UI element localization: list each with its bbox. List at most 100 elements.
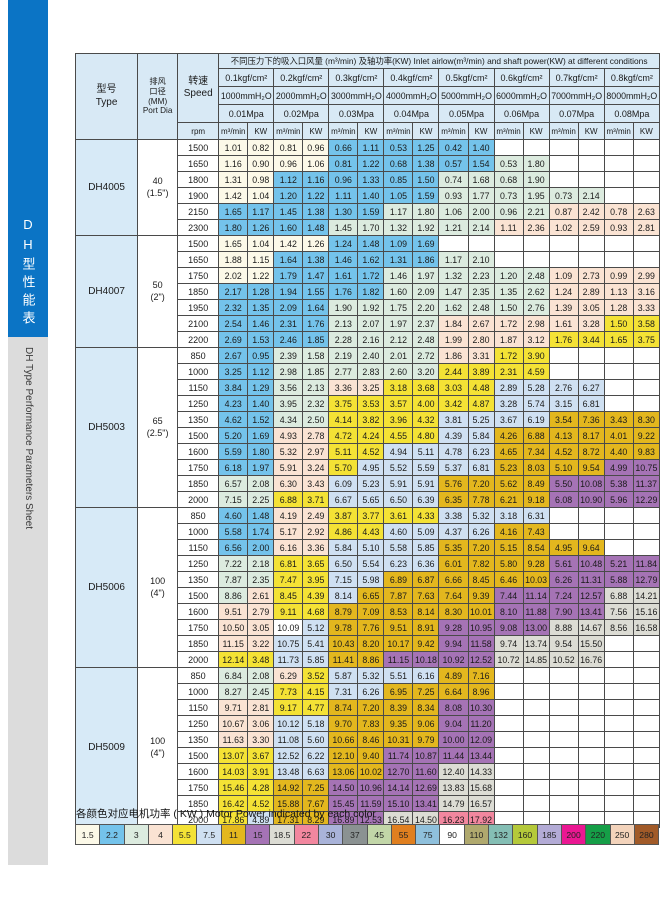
airflow-cell: 9.54 bbox=[548, 635, 579, 652]
airflow-cell bbox=[603, 651, 634, 668]
power-cell: 10.96 bbox=[357, 779, 385, 796]
power-cell: 1.22 bbox=[247, 267, 275, 284]
power-cell: 3.58 bbox=[632, 315, 661, 332]
pressure-kgf-header: 0.3kgf/cm² bbox=[328, 68, 385, 87]
legend-swatch: 11 bbox=[220, 824, 247, 845]
power-cell: 10.01 bbox=[467, 603, 495, 620]
power-cell: 6.26 bbox=[467, 523, 495, 540]
power-cell bbox=[632, 731, 661, 748]
speed-value: 2150 bbox=[177, 203, 220, 220]
airflow-cell: 8.27 bbox=[218, 683, 249, 700]
table-row: 1250 10.67 3.06 10.12 5.18 9.70 7.83 9.35 9.06 9.… bbox=[76, 715, 661, 732]
power-cell: 14.85 bbox=[522, 651, 550, 668]
table-row: 1900 1.42 1.04 1.20 1.22 1.11 1.40 1.05 1.59 0.93… bbox=[76, 187, 661, 204]
airflow-cell: 8.79 bbox=[328, 603, 359, 620]
airflow-cell: 1.09 bbox=[383, 235, 414, 252]
power-cell: 2.72 bbox=[412, 347, 440, 364]
table-row: 1350 11.63 3.30 11.08 5.60 10.66 8.46 10.31 9.79… bbox=[76, 731, 661, 748]
power-cell bbox=[632, 155, 661, 172]
airflow-cell: 6.84 bbox=[218, 667, 249, 684]
pressure-mpa-header: 0.06Mpa bbox=[493, 104, 550, 123]
power-cell: 3.65 bbox=[302, 555, 330, 572]
power-cell: 9.06 bbox=[412, 715, 440, 732]
motor-power-legend: 1.5 2.2 3 4 5.5 7.5 11 15 18.5 22 30 37 45 55 75 90 110 1… bbox=[75, 824, 660, 845]
power-cell: 1.48 bbox=[357, 235, 385, 252]
power-cell: 7.25 bbox=[412, 683, 440, 700]
speed-value: 1500 bbox=[177, 139, 220, 156]
power-unit-header: KW bbox=[577, 122, 605, 140]
speed-value: 2000 bbox=[177, 491, 220, 508]
airflow-cell: 4.62 bbox=[218, 411, 249, 428]
flow-unit-header: m³/min bbox=[438, 122, 469, 140]
airflow-cell: 3.28 bbox=[493, 395, 524, 412]
power-cell: 5.65 bbox=[357, 491, 385, 508]
airflow-cell bbox=[493, 667, 524, 684]
power-cell: 8.54 bbox=[522, 539, 550, 556]
power-cell: 6.26 bbox=[357, 683, 385, 700]
airflow-cell: 9.28 bbox=[438, 619, 469, 636]
airflow-cell: 6.08 bbox=[548, 491, 579, 508]
airflow-cell: 1.65 bbox=[218, 203, 249, 220]
power-cell bbox=[577, 523, 605, 540]
power-cell: 1.53 bbox=[247, 331, 275, 348]
power-cell: 12.69 bbox=[412, 779, 440, 796]
power-cell bbox=[632, 539, 661, 556]
power-cell: 2.48 bbox=[467, 299, 495, 316]
airflow-cell: 5.17 bbox=[273, 523, 304, 540]
power-cell: 1.92 bbox=[412, 219, 440, 236]
airflow-cell: 5.58 bbox=[218, 523, 249, 540]
airflow-cell: 8.45 bbox=[273, 587, 304, 604]
legend-swatch: 4 bbox=[147, 824, 174, 845]
airflow-cell: 5.52 bbox=[383, 459, 414, 476]
power-cell bbox=[522, 715, 550, 732]
airflow-cell: 7.47 bbox=[273, 571, 304, 588]
power-cell: 1.97 bbox=[412, 267, 440, 284]
power-cell: 1.22 bbox=[302, 187, 330, 204]
power-cell: 1.12 bbox=[247, 363, 275, 380]
table-row: DH5006 100 (4") 850 4.60 1.48 4.19 2.49 3.87 3.77… bbox=[74, 507, 661, 668]
power-cell: 1.06 bbox=[302, 155, 330, 172]
speed-value: 1250 bbox=[177, 715, 220, 732]
airflow-cell: 1.47 bbox=[438, 283, 469, 300]
flow-unit-header: m³/min bbox=[383, 122, 414, 140]
airflow-cell: 12.52 bbox=[273, 747, 304, 764]
power-cell: 4.77 bbox=[302, 699, 330, 716]
table-row: 1750 10.50 3.05 10.09 5.12 9.78 7.76 9.51 8.91 9.… bbox=[76, 619, 661, 636]
airflow-cell: 1.50 bbox=[603, 315, 634, 332]
power-cell: 1.59 bbox=[412, 187, 440, 204]
power-cell: 5.85 bbox=[302, 651, 330, 668]
pressure-mpa-header: 0.08Mpa bbox=[603, 104, 661, 123]
airflow-cell: 5.50 bbox=[548, 475, 579, 492]
power-cell: 1.85 bbox=[302, 331, 330, 348]
airflow-cell: 10.66 bbox=[328, 731, 359, 748]
airflow-cell: 11.08 bbox=[273, 731, 304, 748]
airflow-cell: 11.15 bbox=[383, 651, 414, 668]
airflow-cell: 8.53 bbox=[383, 603, 414, 620]
airflow-cell: 6.30 bbox=[273, 475, 304, 492]
airflow-cell: 13.07 bbox=[218, 747, 249, 764]
airflow-cell: 1.80 bbox=[218, 219, 249, 236]
power-cell: 9.54 bbox=[577, 459, 605, 476]
airflow-cell: 2.31 bbox=[273, 315, 304, 332]
airflow-cell bbox=[493, 731, 524, 748]
power-cell: 10.75 bbox=[632, 459, 661, 476]
power-cell bbox=[577, 155, 605, 172]
airflow-cell: 3.42 bbox=[438, 395, 469, 412]
power-cell bbox=[522, 731, 550, 748]
airflow-cell: 1.21 bbox=[438, 219, 469, 236]
pressure-mmh2o-header: 7000mmH₂O bbox=[548, 86, 605, 105]
airflow-cell bbox=[548, 171, 579, 188]
power-cell: 7.76 bbox=[357, 619, 385, 636]
power-cell: 5.85 bbox=[412, 539, 440, 556]
airflow-cell bbox=[548, 763, 579, 780]
speed-value: 1500 bbox=[177, 235, 220, 252]
airflow-cell: 15.45 bbox=[328, 795, 359, 812]
airflow-cell: 1.50 bbox=[493, 299, 524, 316]
airflow-cell: 1.24 bbox=[548, 283, 579, 300]
power-cell: 4.00 bbox=[412, 395, 440, 412]
power-cell bbox=[577, 795, 605, 812]
airflow-cell: 6.50 bbox=[383, 491, 414, 508]
speed-value: 1150 bbox=[177, 699, 220, 716]
power-cell: 3.75 bbox=[632, 331, 661, 348]
speed-value: 2300 bbox=[177, 219, 220, 236]
